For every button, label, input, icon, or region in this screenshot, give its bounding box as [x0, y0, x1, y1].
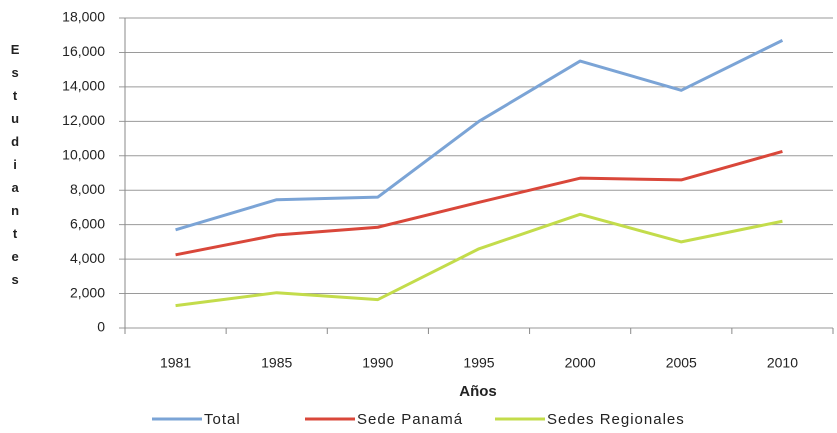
series-line — [175, 150, 783, 257]
x-tick-label: 1981 — [160, 355, 191, 371]
y-tick-label: 18,000 — [62, 9, 105, 25]
y-tick-label: 6,000 — [70, 215, 105, 231]
y-tick-label: 12,000 — [62, 112, 105, 128]
y-tick-label: 16,000 — [62, 43, 105, 59]
y-tick-label: 0 — [97, 319, 105, 335]
x-tick-label: 2000 — [565, 355, 596, 371]
y-tick-label: 14,000 — [62, 78, 105, 94]
x-tick-label: 1990 — [362, 355, 393, 371]
y-tick-label: 4,000 — [70, 250, 105, 266]
x-tick-label: 2005 — [666, 355, 697, 371]
x-tick-label: 2010 — [767, 355, 798, 371]
y-tick-label: 8,000 — [70, 181, 105, 197]
y-tick-label: 2,000 — [70, 284, 105, 300]
legend-label: Sedes Regionales — [547, 411, 685, 428]
y-axis-label: Estudiantes — [8, 42, 23, 295]
series-line — [175, 39, 784, 232]
series-line — [175, 212, 783, 308]
x-tick-label: 1995 — [463, 355, 494, 371]
legend-label: Total — [204, 411, 241, 428]
y-tick-label: 10,000 — [62, 146, 105, 162]
x-axis-label: Años — [459, 383, 497, 400]
x-tick-label: 1985 — [261, 355, 292, 371]
legend-label: Sede Panamá — [357, 411, 463, 428]
